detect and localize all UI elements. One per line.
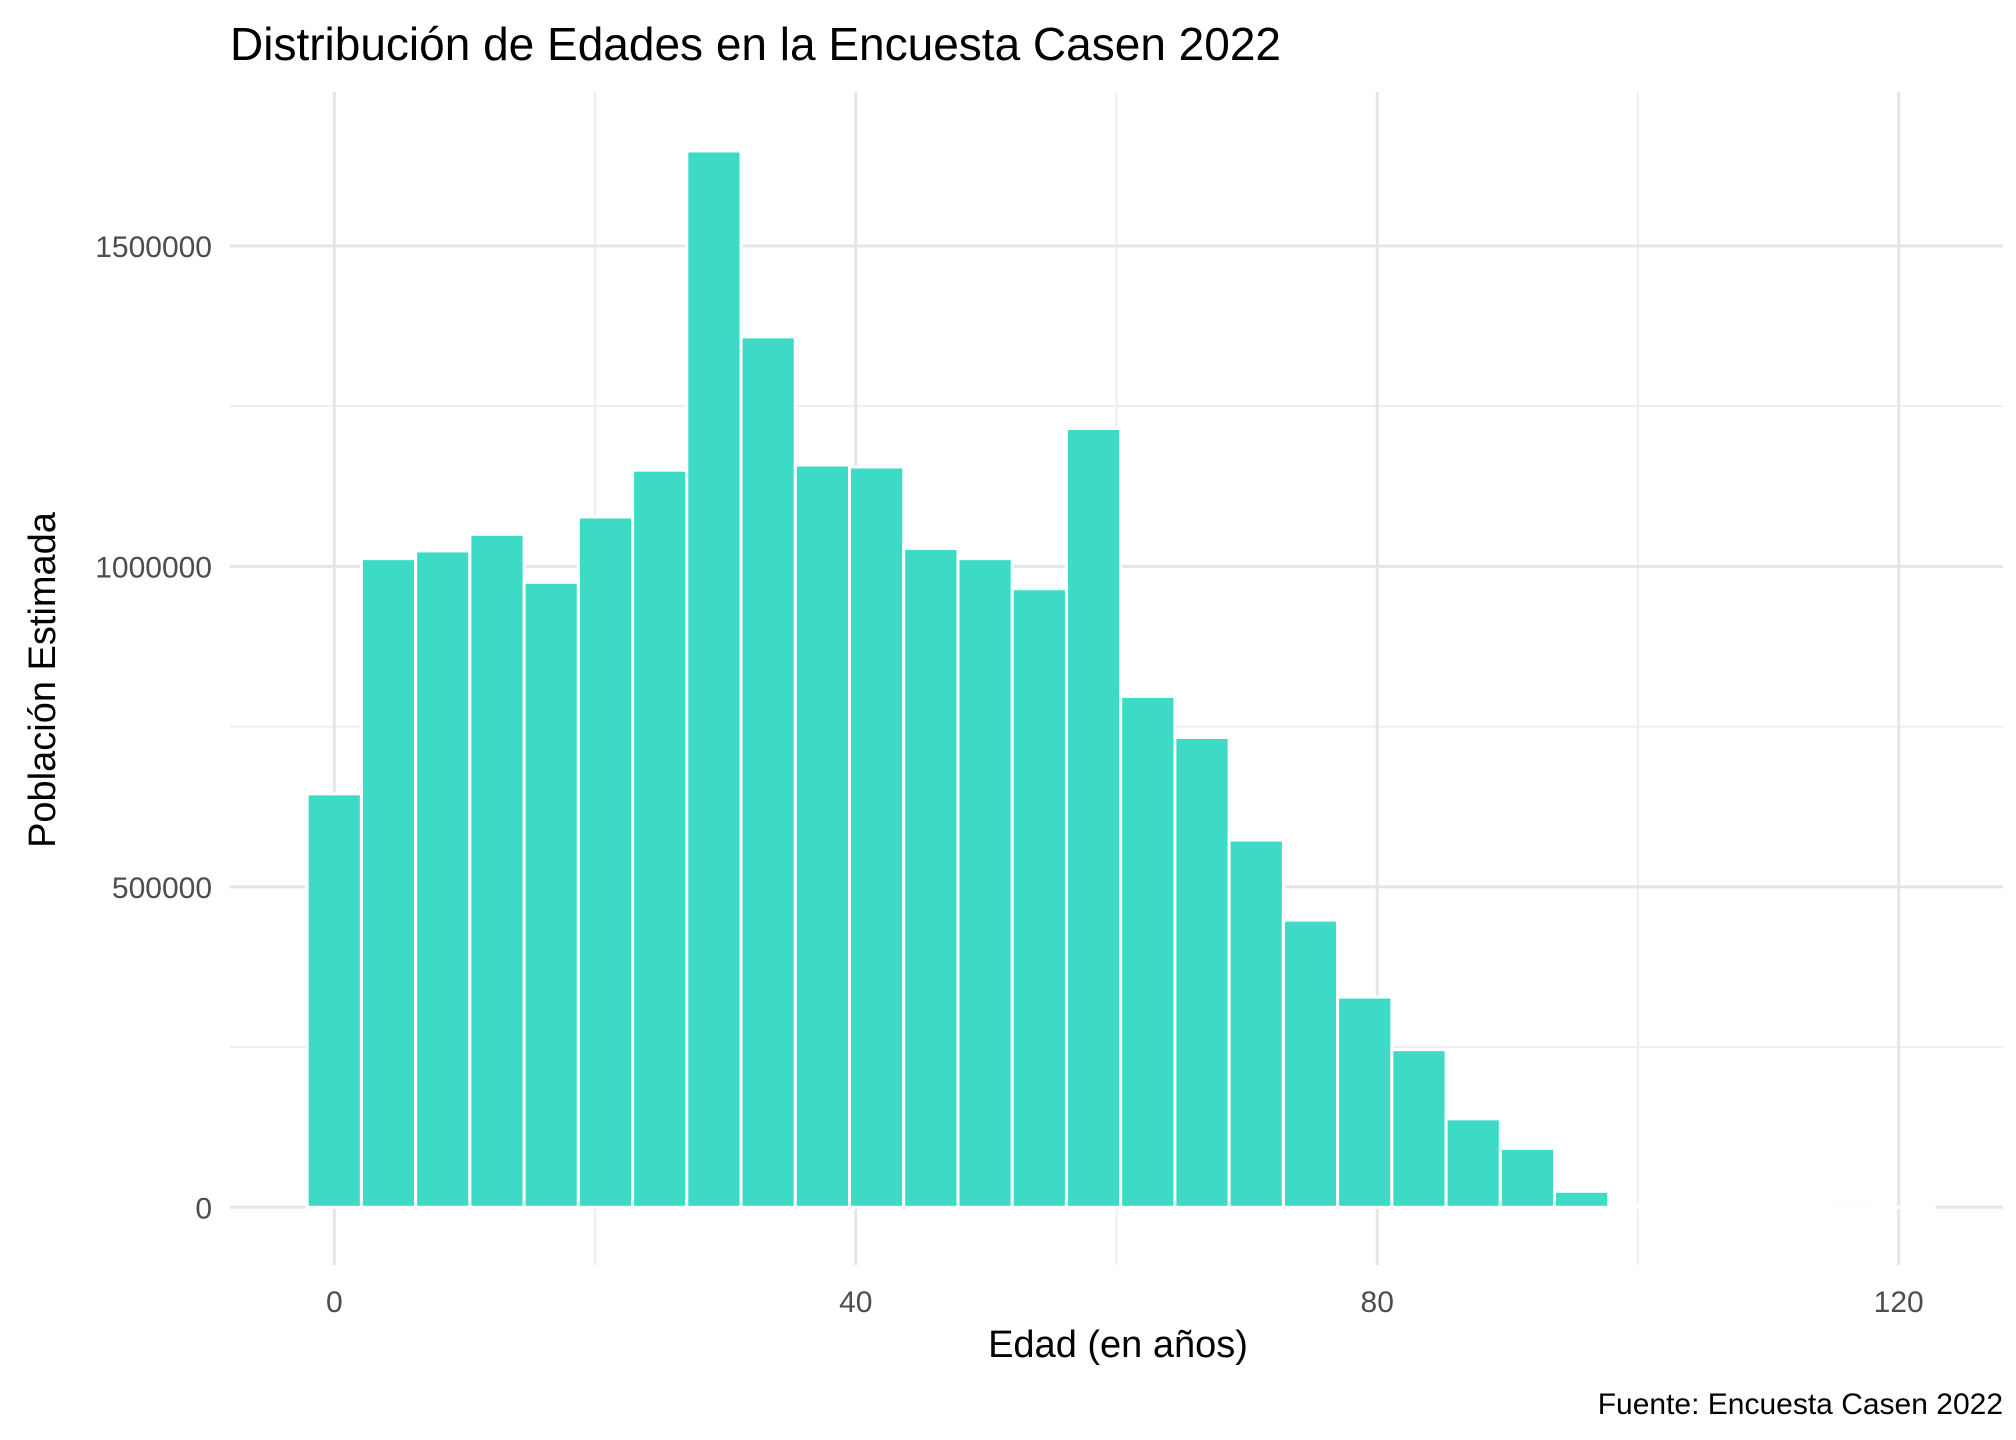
histogram-bar xyxy=(793,463,852,1209)
histogram-bar xyxy=(1661,1204,1719,1209)
histogram-bar xyxy=(1281,918,1340,1209)
histogram-bar xyxy=(902,546,960,1209)
histogram-bar xyxy=(1769,1205,1828,1209)
histogram-bar xyxy=(1607,1203,1665,1209)
histogram-bar xyxy=(1227,838,1285,1209)
histogram-bar xyxy=(1444,1117,1502,1209)
histogram-bar xyxy=(1715,1205,1773,1209)
histogram-bar xyxy=(848,465,906,1209)
histogram-bar xyxy=(414,549,472,1209)
y-tick-label: 500000 xyxy=(112,872,212,905)
histogram-bar xyxy=(1010,587,1068,1209)
histogram-bar xyxy=(468,532,526,1209)
y-tick-label: 1500000 xyxy=(95,231,212,264)
histogram-bar xyxy=(576,515,635,1209)
histogram-bar xyxy=(1390,1048,1448,1209)
histogram-bar xyxy=(1119,694,1177,1209)
x-tick-label: 40 xyxy=(839,1286,872,1319)
y-tick-labels: 0 500000 1000000 1500000 xyxy=(95,231,212,1225)
histogram-bar xyxy=(305,792,363,1209)
y-tick-label: 0 xyxy=(195,1192,212,1225)
histogram-bar xyxy=(1336,995,1394,1209)
chart-caption: Fuente: Encuesta Casen 2022 xyxy=(1598,1388,2003,1421)
x-axis-title: Edad (en años) xyxy=(988,1324,1248,1366)
histogram-bar xyxy=(956,557,1014,1209)
histogram-bar xyxy=(685,149,743,1209)
chart-title: Distribución de Edades en la Encuesta Ca… xyxy=(230,18,1281,70)
bars-group xyxy=(305,149,1936,1210)
x-tick-label: 120 xyxy=(1874,1286,1924,1319)
y-tick-label: 1000000 xyxy=(95,551,212,584)
y-axis-title: Población Estimada xyxy=(22,511,64,848)
histogram-bar xyxy=(359,557,418,1209)
histogram-bar xyxy=(1173,735,1231,1209)
histogram-bar xyxy=(739,335,797,1209)
x-tick-label: 0 xyxy=(326,1286,343,1319)
histogram-bar xyxy=(522,580,580,1209)
histogram-bar xyxy=(1553,1189,1611,1209)
histogram-bar xyxy=(1064,427,1123,1209)
histogram-bar xyxy=(1824,1205,1882,1210)
histogram-bar xyxy=(631,468,689,1209)
histogram-bar xyxy=(1878,1205,1936,1210)
x-tick-labels: 0 40 80 120 xyxy=(326,1286,1924,1319)
histogram-bar xyxy=(1498,1146,1557,1209)
x-tick-label: 80 xyxy=(1361,1286,1394,1319)
